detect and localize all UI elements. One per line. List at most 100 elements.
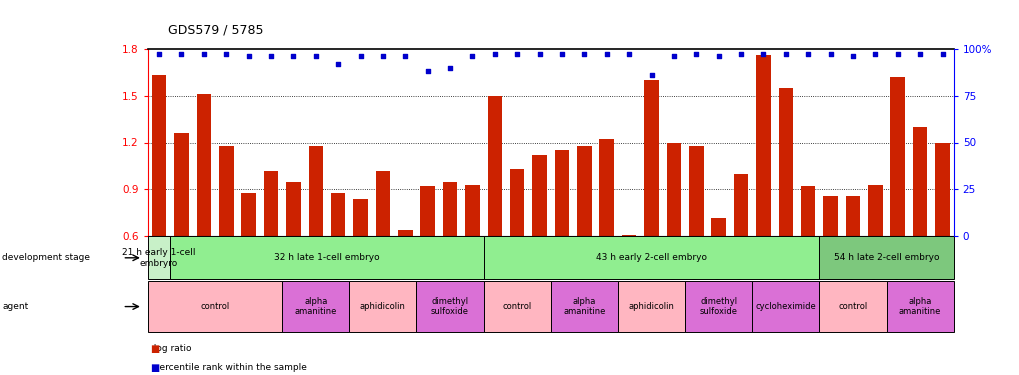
Point xyxy=(776,51,793,57)
Bar xyxy=(599,140,613,236)
Bar xyxy=(375,171,390,236)
Text: alpha
amanitine: alpha amanitine xyxy=(898,297,941,316)
Point xyxy=(553,51,570,57)
Point xyxy=(531,51,547,57)
Bar xyxy=(397,230,412,236)
Text: 54 h late 2-cell embryo: 54 h late 2-cell embryo xyxy=(833,254,938,262)
Point xyxy=(330,61,346,67)
Bar xyxy=(483,281,550,332)
Text: dimethyl
sulfoxide: dimethyl sulfoxide xyxy=(699,297,737,316)
Bar xyxy=(618,281,685,332)
Bar xyxy=(483,236,818,279)
Bar xyxy=(148,236,170,279)
Text: cycloheximide: cycloheximide xyxy=(755,302,815,311)
Text: ■: ■ xyxy=(150,344,159,354)
Bar xyxy=(733,174,748,236)
Bar xyxy=(219,146,233,236)
Point xyxy=(821,51,838,57)
Bar xyxy=(867,185,881,236)
Bar xyxy=(510,169,524,236)
Point xyxy=(576,51,592,57)
Text: aphidicolin: aphidicolin xyxy=(628,302,674,311)
Bar xyxy=(886,281,953,332)
Point xyxy=(240,53,257,59)
Point xyxy=(508,51,525,57)
Bar xyxy=(818,236,953,279)
Point xyxy=(486,51,502,57)
Text: 21 h early 1-cell
embryro: 21 h early 1-cell embryro xyxy=(122,248,196,267)
Point xyxy=(464,53,480,59)
Point xyxy=(308,53,324,59)
Point xyxy=(889,51,905,57)
Bar xyxy=(550,281,618,332)
Text: log ratio: log ratio xyxy=(148,344,192,353)
Point xyxy=(933,51,950,57)
Point xyxy=(196,51,212,57)
Point xyxy=(866,51,882,57)
Point xyxy=(352,53,368,59)
Bar xyxy=(264,171,278,236)
Bar xyxy=(465,185,479,236)
Bar xyxy=(152,75,166,236)
Text: ■: ■ xyxy=(150,363,159,372)
Bar xyxy=(286,182,301,236)
Text: percentile rank within the sample: percentile rank within the sample xyxy=(148,363,307,372)
Point xyxy=(598,51,614,57)
Point xyxy=(911,51,927,57)
Text: alpha
amanitine: alpha amanitine xyxy=(294,297,336,316)
Point xyxy=(374,53,390,59)
Point xyxy=(621,51,637,57)
Bar xyxy=(353,199,368,236)
Text: alpha
amanitine: alpha amanitine xyxy=(562,297,605,316)
Bar xyxy=(170,236,483,279)
Bar xyxy=(348,281,416,332)
Point xyxy=(643,72,659,78)
Point xyxy=(688,51,704,57)
Bar xyxy=(282,281,348,332)
Bar xyxy=(308,146,323,236)
Point xyxy=(665,53,682,59)
Bar xyxy=(751,281,818,332)
Point xyxy=(396,53,413,59)
Point xyxy=(733,51,749,57)
Text: aphidicolin: aphidicolin xyxy=(360,302,406,311)
Text: GDS579 / 5785: GDS579 / 5785 xyxy=(168,24,264,37)
Point xyxy=(441,64,458,70)
Point xyxy=(263,53,279,59)
Bar xyxy=(197,94,211,236)
Point xyxy=(285,53,302,59)
Text: control: control xyxy=(838,302,867,311)
Text: agent: agent xyxy=(2,302,29,311)
Point xyxy=(844,53,860,59)
Bar xyxy=(416,281,483,332)
Bar xyxy=(487,96,501,236)
Bar xyxy=(890,77,904,236)
Bar xyxy=(777,88,793,236)
Text: 32 h late 1-cell embryo: 32 h late 1-cell embryo xyxy=(274,254,379,262)
Text: development stage: development stage xyxy=(2,254,90,262)
Text: dimethyl
sulfoxide: dimethyl sulfoxide xyxy=(431,297,469,316)
Point xyxy=(218,51,234,57)
Bar xyxy=(330,192,345,236)
Bar xyxy=(532,155,546,236)
Point xyxy=(173,51,190,57)
Bar xyxy=(689,146,703,236)
Bar xyxy=(822,196,837,236)
Bar xyxy=(685,281,752,332)
Bar xyxy=(577,146,591,236)
Bar xyxy=(420,186,434,236)
Bar xyxy=(818,281,886,332)
Bar xyxy=(622,235,636,236)
Text: control: control xyxy=(200,302,229,311)
Bar xyxy=(934,142,949,236)
Bar xyxy=(174,133,189,236)
Point xyxy=(754,51,770,57)
Bar xyxy=(148,281,282,332)
Bar xyxy=(800,186,814,236)
Bar xyxy=(845,196,859,236)
Point xyxy=(799,51,815,57)
Bar xyxy=(442,182,457,236)
Bar xyxy=(242,192,256,236)
Bar xyxy=(644,80,658,236)
Bar xyxy=(912,127,926,236)
